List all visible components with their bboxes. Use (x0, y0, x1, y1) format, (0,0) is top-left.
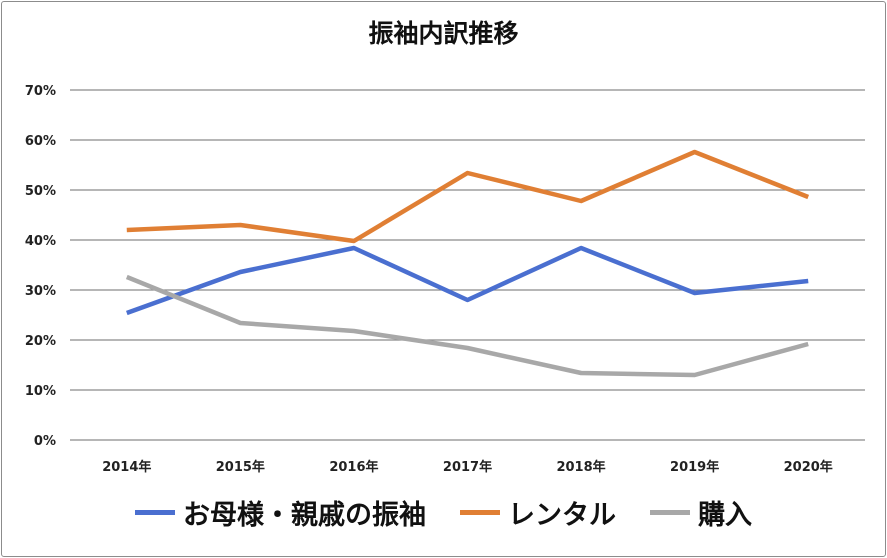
y-tick-label: 20% (25, 334, 56, 349)
x-tick-label: 2014年 (102, 459, 151, 475)
y-tick-label: 50% (25, 184, 56, 199)
legend-swatch-1 (460, 510, 500, 515)
y-tick-label: 60% (25, 134, 56, 149)
legend-item-1: レンタル (460, 493, 616, 532)
x-tick-label: 2016年 (329, 459, 378, 475)
x-tick-label: 2015年 (216, 459, 265, 475)
series-line-1 (126, 149, 810, 244)
y-tick-label: 0% (34, 434, 56, 449)
legend-label-2: 購入 (698, 500, 752, 531)
y-tick-label: 40% (25, 234, 56, 249)
x-tick-label: 2017年 (443, 459, 492, 475)
x-tick-label: 2018年 (556, 459, 605, 475)
chart-title: 振袖内訳推移 (368, 19, 519, 48)
x-tick-label: 2019年 (670, 459, 719, 475)
series-line-0 (126, 245, 809, 316)
legend-swatch-0 (135, 510, 175, 515)
legend-item-0: お母様・親戚の振袖 (135, 493, 426, 532)
legend-label-0: お母様・親戚の振袖 (183, 500, 426, 531)
legend: お母様・親戚の振袖 レンタル 購入 (0, 493, 887, 532)
legend-swatch-2 (650, 510, 690, 515)
y-tick-label: 30% (25, 284, 56, 299)
legend-item-2: 購入 (650, 493, 752, 532)
y-tick-label: 70% (25, 84, 56, 99)
legend-label-1: レンタル (508, 500, 616, 531)
y-tick-label: 10% (25, 384, 56, 399)
x-tick-label: 2020年 (784, 459, 833, 475)
